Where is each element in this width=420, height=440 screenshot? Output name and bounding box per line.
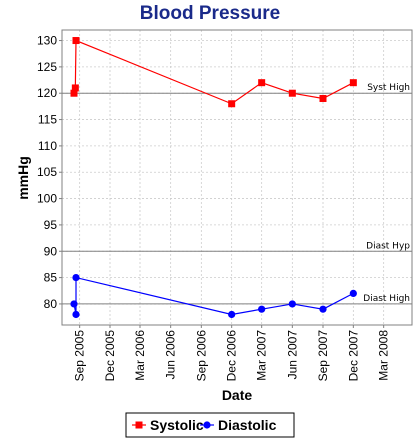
legend-item-diastolic: Diastolic [200, 417, 277, 433]
data-point [288, 89, 296, 97]
legend: Systolic Diastolic [125, 412, 295, 438]
legend-label: Systolic [150, 417, 204, 433]
x-tick-label: Mar 2006 [133, 330, 147, 381]
legend-box [125, 412, 295, 438]
y-tick-label: 80 [44, 297, 58, 311]
y-tick-label: 130 [37, 34, 57, 48]
y-tick-label: 85 [44, 271, 58, 285]
data-point [319, 305, 327, 313]
x-tick-label: Sep 2007 [316, 330, 330, 382]
x-axis: Sep 2005 Dec 2005 Mar 2006 Jun 2006 Sep 2006… [73, 325, 391, 381]
series-line [73, 39, 354, 105]
x-tick-label: Jun 2007 [285, 330, 299, 380]
reference-lines: Syst High Diast Hyp Diast High [62, 83, 412, 305]
y-axis: 80 85 90 95 100 105 110 115 120 125 130 [37, 34, 62, 311]
x-tick-label: Sep 2006 [194, 330, 208, 382]
data-point [228, 310, 236, 319]
x-tick-label: Mar 2007 [255, 330, 269, 381]
chart-title: Blood Pressure [140, 3, 280, 24]
data-point [70, 89, 78, 97]
reference-line-label: Diast Hyp [366, 241, 410, 251]
data-point [72, 273, 80, 282]
reference-line-label: Diast High [363, 294, 410, 304]
y-tick-label: 125 [37, 60, 57, 74]
x-tick-label: Sep 2005 [73, 330, 87, 382]
data-point [70, 300, 78, 308]
data-point [288, 300, 296, 308]
series-diastolic [70, 273, 357, 319]
data-point [72, 37, 80, 45]
y-tick-label: 95 [44, 218, 58, 232]
data-point [228, 100, 236, 108]
reference-line-label: Syst High [367, 83, 410, 93]
y-tick-label: 105 [37, 165, 57, 179]
y-tick-label: 110 [38, 139, 57, 153]
y-tick-label: 120 [37, 86, 57, 100]
data-point [349, 289, 357, 297]
legend-marker [135, 421, 143, 429]
data-point [72, 310, 80, 319]
y-axis-label: mmHg [15, 156, 31, 200]
x-axis-label: Date [222, 387, 253, 403]
series [70, 37, 357, 319]
series-systolic [70, 37, 357, 108]
data-point [258, 305, 266, 313]
legend-item-systolic: Systolic [132, 417, 204, 433]
grid [62, 30, 412, 325]
series-line [73, 276, 354, 316]
plot-area [61, 29, 413, 326]
y-tick-label: 115 [38, 113, 57, 127]
legend-label: Diastolic [218, 417, 277, 433]
data-point [319, 94, 327, 102]
y-tick-label: 90 [44, 244, 58, 258]
x-tick-label: Mar 2008 [377, 330, 391, 381]
x-tick-label: Dec 2006 [225, 330, 239, 382]
x-tick-label: Jun 2006 [164, 330, 178, 380]
x-tick-label: Dec 2005 [103, 330, 117, 382]
data-point [258, 79, 266, 87]
data-point [349, 79, 357, 87]
y-tick-label: 100 [37, 192, 57, 206]
x-tick-label: Dec 2007 [346, 330, 360, 382]
legend-marker [203, 421, 211, 429]
data-point [71, 84, 79, 92]
